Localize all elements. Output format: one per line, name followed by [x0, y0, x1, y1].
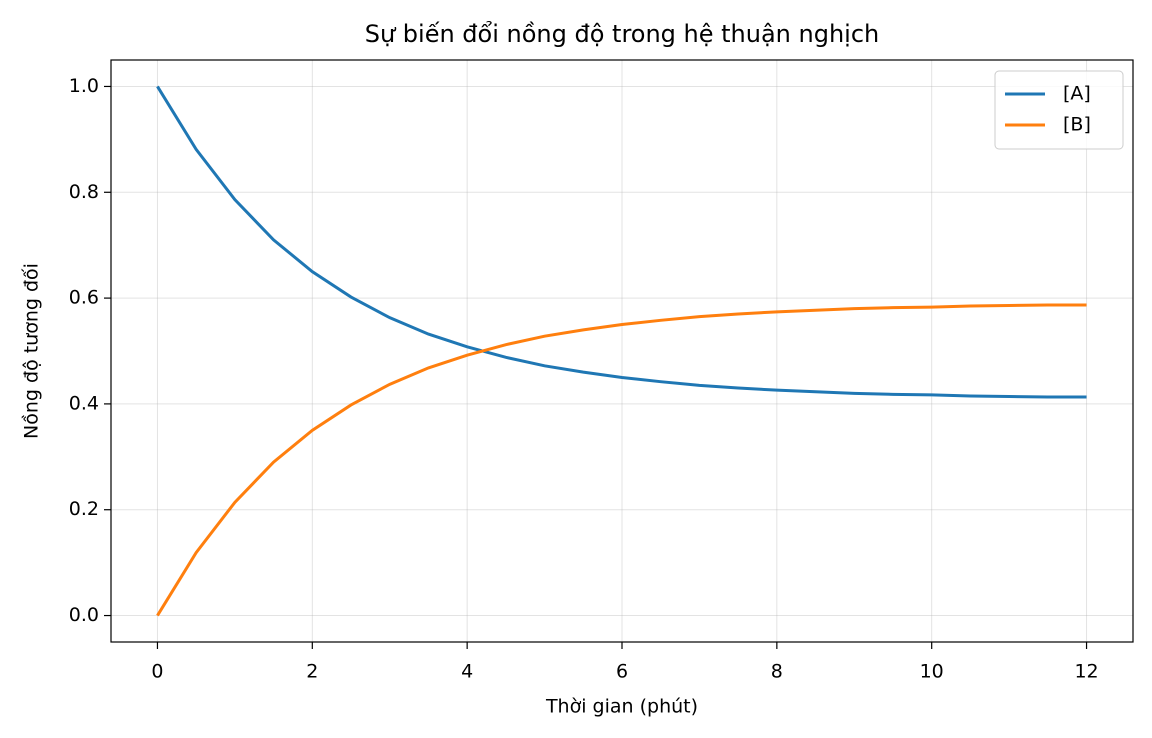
y-tick-label: 0.4 [69, 392, 99, 414]
x-tick-label: 12 [1074, 661, 1098, 683]
y-tick-label: 0.8 [69, 181, 99, 203]
x-tick-label: 0 [151, 661, 163, 683]
x-tick-label: 4 [461, 661, 473, 683]
line-series [156, 303, 1087, 617]
y-tick-label: 1.0 [69, 75, 99, 97]
x-axis-label: Thời gian (phút) [545, 696, 698, 718]
legend-box [994, 70, 1124, 150]
y-tick-label: 0.2 [69, 498, 99, 520]
x-tick-label: 8 [771, 661, 783, 683]
plot-frame [110, 59, 1134, 643]
y-tick-label: 0.6 [69, 287, 99, 309]
y-axis-label: Nồng độ tương đối [21, 263, 43, 439]
legend-label: [A] [1063, 83, 1091, 105]
y-tick-label: 0.0 [69, 604, 99, 626]
x-tick-label: 10 [920, 661, 944, 683]
x-tick-label: 2 [306, 661, 318, 683]
chart-title: Sự biến đổi nồng độ trong hệ thuận nghịc… [365, 20, 880, 48]
legend-label: [B] [1063, 114, 1091, 136]
line-series [156, 85, 1087, 399]
x-tick-label: 6 [616, 661, 628, 683]
